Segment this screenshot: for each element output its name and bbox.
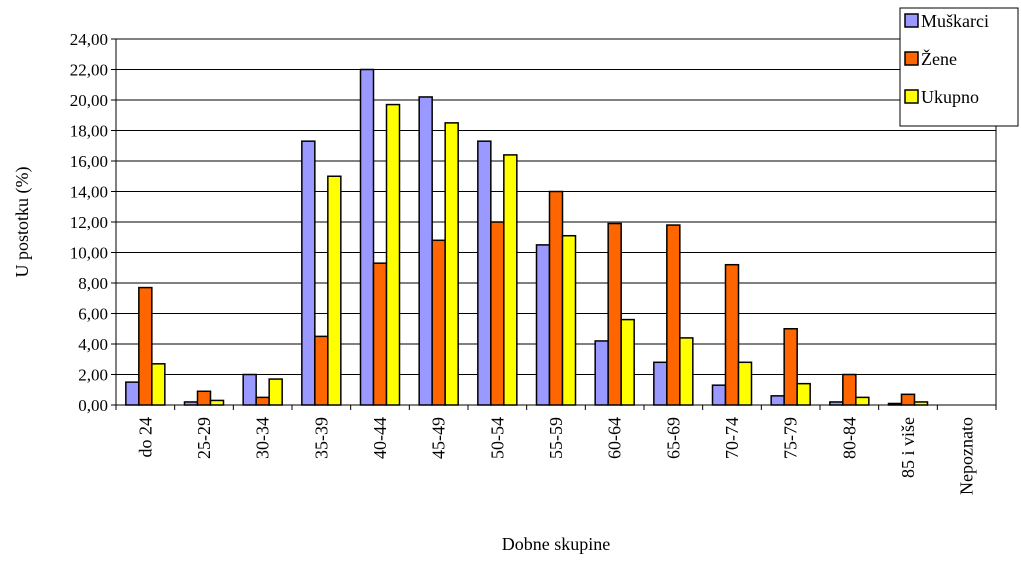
x-axis-ticks: do 24 25-29 30-34 35-39 40-44 45-49 50-54 55-59… <box>115 405 997 495</box>
bar-mu-karci <box>477 140 492 406</box>
x-tick-label: 40-44 <box>370 417 390 459</box>
bar--ene <box>372 262 388 406</box>
x-tick-label: Nepoznato <box>957 417 977 495</box>
x-tick-label: 30-34 <box>253 417 273 459</box>
x-tick-label: 65-69 <box>663 417 683 459</box>
y-tick-label: 24,00 <box>70 30 108 49</box>
y-tick-label: 16,00 <box>70 152 108 171</box>
x-tick-label: 75-79 <box>781 417 801 459</box>
bar--ene <box>431 239 446 406</box>
y-tick-label: 0,00 <box>78 396 108 415</box>
bar--ene <box>490 221 505 406</box>
bars <box>125 68 929 406</box>
bar-mu-karci <box>183 401 199 406</box>
y-tick-label: 18,00 <box>70 122 108 141</box>
y-tick-label: 6,00 <box>78 305 108 324</box>
bar-mu-karci <box>535 244 551 406</box>
y-axis-title: U postotku (%) <box>12 167 33 278</box>
x-tick-label: 85 i više <box>898 417 918 478</box>
bar--ene <box>138 286 153 406</box>
bar-mu-karci <box>594 340 609 406</box>
y-tick-label: 14,00 <box>70 183 108 202</box>
bar--ene <box>900 393 916 406</box>
bar-mu-karci <box>359 68 375 406</box>
bar--ene <box>255 396 270 406</box>
y-tick-label: 20,00 <box>70 91 108 110</box>
bar-mu-karci <box>418 96 433 406</box>
bar-ukupno <box>327 175 342 406</box>
legend-box <box>899 7 1019 127</box>
y-tick-label: 22,00 <box>70 61 108 80</box>
bar-ukupno <box>444 122 459 406</box>
x-tick-label: 25-29 <box>194 417 214 459</box>
bar-ukupno <box>151 363 166 406</box>
bar-ukupno <box>913 401 929 406</box>
bar-mu-karci <box>711 384 727 406</box>
legend: Muškarci Žene Ukupno <box>899 7 1019 127</box>
bar--ene <box>666 224 681 406</box>
bar-ukupno <box>679 337 694 406</box>
bar-mu-karci <box>829 401 844 406</box>
bar--ene <box>196 390 212 406</box>
bar-ukupno <box>268 378 283 406</box>
y-tick-label: 2,00 <box>78 366 108 385</box>
bar-ukupno <box>209 399 225 406</box>
bar-mu-karci <box>653 361 668 406</box>
y-tick-label: 12,00 <box>70 213 108 232</box>
x-tick-label: 70-74 <box>722 417 742 459</box>
x-tick-label: 80-84 <box>839 417 859 459</box>
y-axis-ticks: 0,00 2,00 4,00 6,00 8,00 10,00 12,00 14,00 16,00… <box>70 30 116 415</box>
bar-mu-karci <box>770 395 785 406</box>
bar-ukupno <box>620 318 635 406</box>
bar-mu-karci <box>301 140 316 406</box>
x-tick-label: 50-54 <box>487 417 507 459</box>
y-tick-label: 8,00 <box>78 274 108 293</box>
bar-ukupno <box>737 361 753 406</box>
legend-label: Muškarci <box>921 11 989 31</box>
bar-ukupno <box>855 396 870 406</box>
bar--ene <box>548 190 564 406</box>
bar--ene <box>314 335 329 406</box>
legend-swatch <box>904 51 919 66</box>
bar--ene <box>724 263 740 406</box>
bar-ukupno <box>385 103 401 406</box>
x-axis-title: Dobne skupine <box>502 534 610 554</box>
bar-ukupno <box>561 234 577 406</box>
bar-mu-karci <box>242 373 257 406</box>
bar-mu-karci <box>125 381 140 406</box>
bar-ukupno <box>503 154 518 406</box>
legend-label: Žene <box>921 48 957 69</box>
x-tick-label: 60-64 <box>605 417 625 459</box>
legend-swatch <box>904 89 919 104</box>
x-tick-label: 55-59 <box>546 417 566 459</box>
x-tick-label: 35-39 <box>311 417 331 459</box>
x-tick-label: do 24 <box>135 417 155 458</box>
bar-ukupno <box>796 382 811 406</box>
y-tick-label: 4,00 <box>78 335 108 354</box>
bar-mu-karci <box>887 402 903 406</box>
x-tick-label: 45-49 <box>429 417 449 459</box>
bar--ene <box>842 373 857 406</box>
legend-swatch <box>904 13 919 28</box>
legend-label: Ukupno <box>921 87 979 107</box>
bar--ene <box>783 328 798 406</box>
bar--ene <box>607 222 622 406</box>
y-tick-label: 10,00 <box>70 244 108 263</box>
